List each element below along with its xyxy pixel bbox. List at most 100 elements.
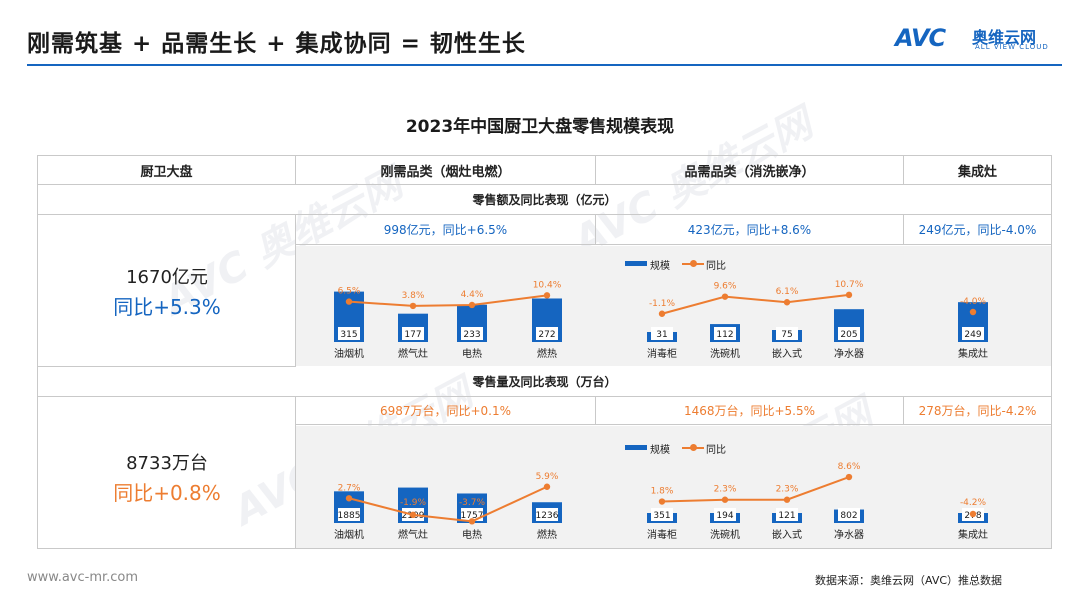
- bar-value-label: 351: [653, 511, 670, 521]
- summary-quality-sales: 423亿元，同比+8.6%: [596, 215, 904, 245]
- yoy-point: [658, 498, 666, 505]
- bar-value-box: [461, 327, 483, 340]
- footer-source: 数据来源：奥维云网（AVC）推总数据: [815, 574, 1003, 587]
- legend-line-dot: [690, 260, 697, 267]
- bar-value-label: 112: [716, 330, 733, 340]
- legend-bar-swatch: [625, 261, 647, 266]
- yoy-point: [345, 495, 353, 502]
- footer-url: www.avc-mr.com: [27, 570, 139, 585]
- chart-title: 2023年中国厨卫大盘零售规模表现: [405, 117, 675, 137]
- yoy-point: [845, 473, 853, 481]
- col-header-integrated: 集成灶: [904, 156, 1051, 185]
- category-label: 集成灶: [958, 528, 988, 541]
- section-label-volume: 零售量及同比表现（万台）: [38, 367, 1051, 397]
- bar-value-label: 233: [463, 330, 480, 340]
- category-label: 洗碗机: [710, 528, 740, 541]
- bar-value-label: 1757: [461, 511, 484, 521]
- yoy-point: [783, 299, 791, 306]
- brand-logo: AVC 奥维云网 ALL VIEW CLOUD: [895, 24, 1065, 54]
- legend-line-label: 同比: [706, 261, 726, 272]
- yoy-label: 6.1%: [776, 287, 799, 297]
- category-label: 净水器: [834, 528, 864, 541]
- yoy-line: [661, 293, 850, 315]
- yoy-label: -4.2%: [960, 498, 987, 508]
- yoy-label: -3.7%: [459, 498, 486, 508]
- total-sales-yoy: 同比+5.3%: [113, 295, 221, 319]
- bar-value-label: 1236: [536, 511, 559, 521]
- yoy-point: [468, 301, 476, 309]
- total-volume-value: 8733万台: [126, 453, 208, 474]
- col-header-essential: 刚需品类（烟灶电燃）: [296, 156, 596, 185]
- bar-value-label: 75: [781, 330, 792, 340]
- bar-value-box: [402, 327, 424, 340]
- bar-value-box: [838, 327, 860, 340]
- yoy-line: [348, 294, 548, 307]
- yoy-point: [468, 518, 476, 525]
- yoy-label: 3.8%: [402, 291, 425, 301]
- yoy-label: 4.4%: [461, 290, 484, 300]
- yoy-label: 2.7%: [338, 483, 361, 493]
- bar-value-box: [536, 327, 558, 340]
- category-label: 油烟机: [334, 347, 364, 360]
- yoy-label: 2.3%: [714, 485, 737, 495]
- category-label: 燃热: [537, 347, 557, 360]
- bar-value-box: [651, 327, 673, 340]
- bar-value-label: 31: [656, 330, 667, 340]
- yoy-label: 10.7%: [835, 280, 864, 290]
- bar-value-label: 205: [840, 330, 857, 340]
- yoy-label: 8.6%: [838, 462, 861, 472]
- bar-value-box: [338, 508, 360, 521]
- charts-svg: 315 油烟机 6.5% 177 燃气灶 3.8% 233 电热 4.4% 272 燃热 10.4% 3…: [334, 280, 988, 541]
- bar-value-label: 315: [340, 330, 357, 340]
- bar-value-label: 121: [778, 511, 795, 521]
- category-label: 燃气灶: [398, 347, 428, 360]
- bar-value-label: 194: [716, 511, 733, 521]
- yoy-point: [658, 310, 666, 317]
- bar-value-label: 249: [964, 330, 981, 340]
- yoy-line: [661, 476, 850, 503]
- category-label: 油烟机: [334, 528, 364, 541]
- category-label: 电热: [462, 347, 482, 360]
- bar-value-label: 177: [404, 330, 421, 340]
- category-label: 集成灶: [958, 347, 988, 360]
- bar-value-label: 272: [538, 330, 555, 340]
- yoy-line: [348, 485, 548, 523]
- yoy-point: [845, 291, 853, 299]
- legend-bar-swatch: [625, 445, 647, 450]
- legend-bar-label: 规模: [650, 261, 670, 272]
- bar-value-box: [776, 508, 798, 521]
- bar-value-box: [651, 508, 673, 521]
- yoy-point: [409, 511, 417, 519]
- legend-bar-label: 规模: [650, 445, 670, 456]
- chart-area-volume: [296, 426, 1051, 548]
- yoy-label: 6.5%: [338, 287, 361, 297]
- yoy-point: [543, 292, 551, 299]
- bar-value-box: [536, 508, 558, 521]
- category-label: 净水器: [834, 347, 864, 360]
- yoy-label: 9.6%: [714, 282, 737, 292]
- total-cell-volume: 8733万台 同比+0.8%: [38, 397, 296, 548]
- yoy-point: [345, 298, 353, 305]
- yoy-label: 2.3%: [776, 485, 799, 495]
- summary-essential-sales: 998亿元，同比+6.5%: [296, 215, 596, 245]
- bar-value-box: [962, 327, 984, 340]
- total-volume-yoy: 同比+0.8%: [113, 481, 221, 505]
- page-title: 刚需筑基 + 品需生长 + 集成协同 = 韧性生长: [27, 31, 526, 57]
- yoy-point: [721, 293, 729, 300]
- summary-integrated-sales: 249亿元，同比-4.0%: [904, 215, 1051, 245]
- summary-quality-volume: 1468万台，同比+5.5%: [596, 397, 904, 425]
- yoy-label: -1.1%: [649, 299, 676, 309]
- bar-value-box: [714, 327, 736, 340]
- header: 刚需筑基 + 品需生长 + 集成协同 = 韧性生长 AVC 奥维云网 ALL V…: [0, 0, 1080, 68]
- yoy-point: [783, 496, 791, 503]
- avc-logo-text: AVC: [895, 24, 946, 52]
- category-label: 燃气灶: [398, 528, 428, 541]
- yoy-point: [969, 308, 977, 316]
- category-label: 燃热: [537, 528, 557, 541]
- col-header-quality: 品需品类（消洗嵌净）: [596, 156, 904, 185]
- yoy-point: [409, 302, 417, 310]
- yoy-label: -4.0%: [960, 297, 987, 307]
- section-label-sales: 零售额及同比表现（亿元）: [38, 185, 1051, 215]
- header-rule: [27, 64, 1062, 66]
- legend-line-dot: [690, 444, 697, 451]
